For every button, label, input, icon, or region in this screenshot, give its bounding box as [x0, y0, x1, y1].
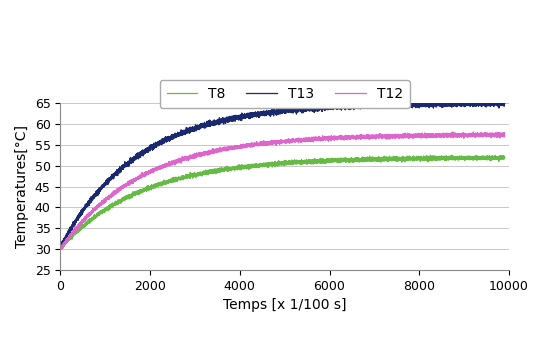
T13	[346, 108, 353, 112]
T8	[502, 155, 508, 159]
T8	[346, 158, 353, 162]
Line: T8: T8	[60, 155, 505, 250]
X-axis label: Temps [x 1/100 s]: Temps [x 1/100 s]	[223, 298, 347, 312]
T12	[502, 133, 508, 137]
T8	[57, 246, 64, 250]
T13	[421, 101, 427, 105]
T12	[346, 136, 353, 140]
T8	[421, 158, 427, 162]
T12	[158, 164, 165, 168]
Y-axis label: Temperatures[°C]: Temperatures[°C]	[15, 125, 29, 248]
T8	[159, 182, 166, 186]
T8	[453, 155, 460, 159]
T12	[453, 132, 460, 136]
T12	[421, 133, 427, 137]
Line: T13: T13	[60, 99, 505, 248]
Line: T12: T12	[60, 132, 505, 250]
T8	[58, 248, 64, 252]
T12	[450, 130, 456, 134]
T8	[288, 161, 294, 165]
T13	[288, 109, 294, 113]
T12	[57, 246, 64, 250]
Legend: T8, T13, T12: T8, T13, T12	[159, 80, 410, 108]
T8	[449, 153, 455, 157]
T13	[453, 101, 460, 105]
T12	[159, 165, 166, 169]
T12	[288, 139, 294, 143]
T13	[502, 102, 508, 106]
T13	[57, 244, 64, 248]
T13	[57, 246, 64, 250]
T8	[158, 181, 165, 186]
T12	[57, 248, 64, 252]
T13	[159, 139, 166, 143]
T13	[459, 97, 465, 101]
T13	[158, 140, 165, 144]
